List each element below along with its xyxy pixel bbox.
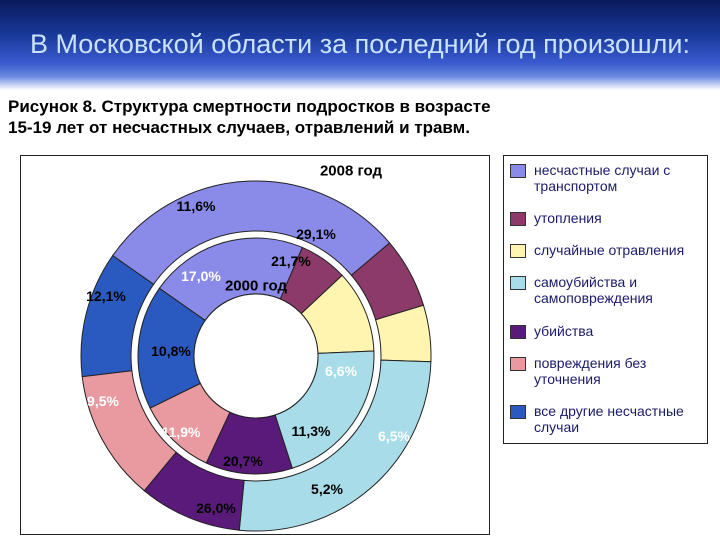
legend-swatch <box>510 325 526 339</box>
legend-item: самоубийства и самоповреждения <box>510 274 701 306</box>
inner-slice-label: 20,7% <box>223 453 263 469</box>
legend-item: утопления <box>510 210 701 226</box>
legend-swatch <box>510 276 526 290</box>
legend-item: повреждения без уточнения <box>510 355 701 387</box>
legend-item: все другие несчастные случаи <box>510 403 701 435</box>
outer-slice-label: 6,5% <box>378 428 410 444</box>
inner-slice-label: 6,6% <box>325 363 357 379</box>
legend-label: все другие несчастные случаи <box>534 403 701 435</box>
legend-swatch <box>510 357 526 371</box>
legend-swatch <box>510 164 526 178</box>
content-area: Рисунок 8. Структура смертности подростк… <box>0 90 720 540</box>
inner-slice-label: 21,7% <box>271 253 311 269</box>
outer-slice-label: 11,6% <box>177 198 216 214</box>
legend-label: утопления <box>534 210 701 226</box>
outer-slice-label: 26,0% <box>196 500 236 516</box>
outer-slice-label: 12,1% <box>86 288 126 304</box>
inner-slice-label: 11,9% <box>162 424 201 440</box>
legend-item: несчастные случаи с транспортом <box>510 162 701 194</box>
inner-slice-label: 10,8% <box>151 343 191 359</box>
legend-label: случайные отравления <box>534 242 701 258</box>
legend-item: убийства <box>510 323 701 339</box>
outer-year-label: 2008 год <box>320 163 382 180</box>
slide-title: В Московской области за последний год пр… <box>10 28 710 62</box>
outer-slice-label: 29,1% <box>296 226 336 242</box>
inner-year-label: 2000 год <box>225 278 287 295</box>
legend-label: убийства <box>534 323 701 339</box>
donut-chart: 29,1% 6,5% 5,2% 26,0% 9,5% 12,1% 11,6% 21,7% 6,6… <box>20 155 490 535</box>
inner-slice-label: 11,3% <box>292 423 331 439</box>
outer-slice-label: 9,5% <box>87 393 119 409</box>
chart-svg <box>21 156 489 534</box>
legend-swatch <box>510 405 526 419</box>
legend-item: случайные отравления <box>510 242 701 258</box>
legend-label: несчастные случаи с транспортом <box>534 162 701 194</box>
legend-label: самоубийства и самоповреждения <box>534 274 701 306</box>
chart-hole <box>194 294 318 418</box>
legend-swatch <box>510 244 526 258</box>
outer-slice-label: 5,2% <box>311 481 343 497</box>
legend: несчастные случаи с транспортом утопления… <box>503 155 708 444</box>
figure-caption: Рисунок 8. Структура смертности подростк… <box>8 96 491 139</box>
legend-swatch <box>510 212 526 226</box>
inner-slice-label: 17,0% <box>181 268 221 284</box>
legend-label: повреждения без уточнения <box>534 355 701 387</box>
slide-header: В Московской области за последний год пр… <box>0 0 720 90</box>
